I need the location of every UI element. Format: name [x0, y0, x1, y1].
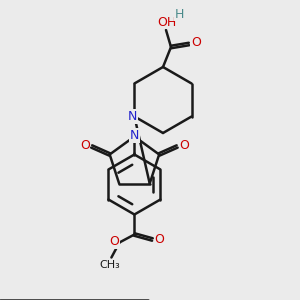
- Text: OH: OH: [158, 16, 177, 28]
- Text: N: N: [130, 129, 139, 142]
- Text: O: O: [80, 139, 90, 152]
- Text: O: O: [110, 235, 119, 248]
- Text: CH₃: CH₃: [99, 260, 120, 269]
- Text: O: O: [154, 233, 164, 246]
- Text: O: O: [179, 139, 189, 152]
- Text: N: N: [128, 110, 137, 123]
- Text: H: H: [174, 8, 184, 20]
- Text: O: O: [191, 37, 201, 50]
